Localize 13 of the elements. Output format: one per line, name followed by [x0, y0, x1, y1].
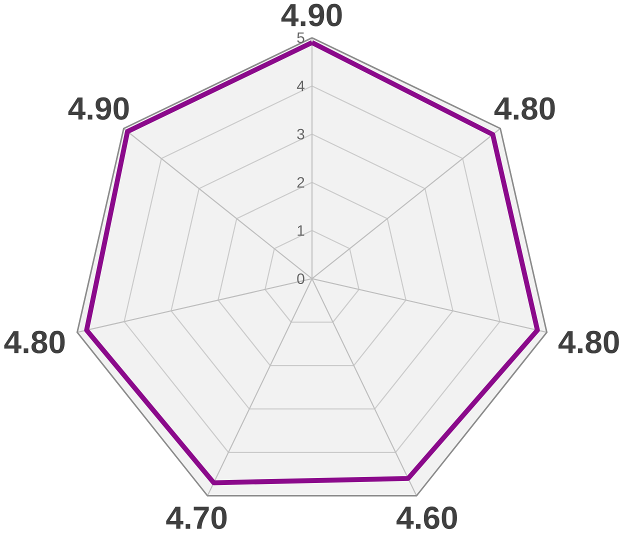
- y-tick-label: 0: [297, 273, 304, 284]
- spoke-label: 4.70: [166, 506, 227, 530]
- spoke-label: 4.90: [68, 97, 129, 120]
- spoke-label: 4.60: [396, 506, 457, 530]
- spoke-label: 4.80: [494, 97, 555, 120]
- y-tick-label: 1: [298, 225, 304, 236]
- spoke-label: 4.80: [4, 330, 65, 354]
- spoke-label: 4.90: [281, 4, 342, 26]
- y-tick-label: 4: [296, 80, 305, 92]
- y-tick-label: 2: [297, 177, 304, 188]
- spoke-label: 4.80: [558, 330, 619, 354]
- y-tick-label: 5: [297, 32, 304, 44]
- y-tick-label: 3: [297, 128, 304, 140]
